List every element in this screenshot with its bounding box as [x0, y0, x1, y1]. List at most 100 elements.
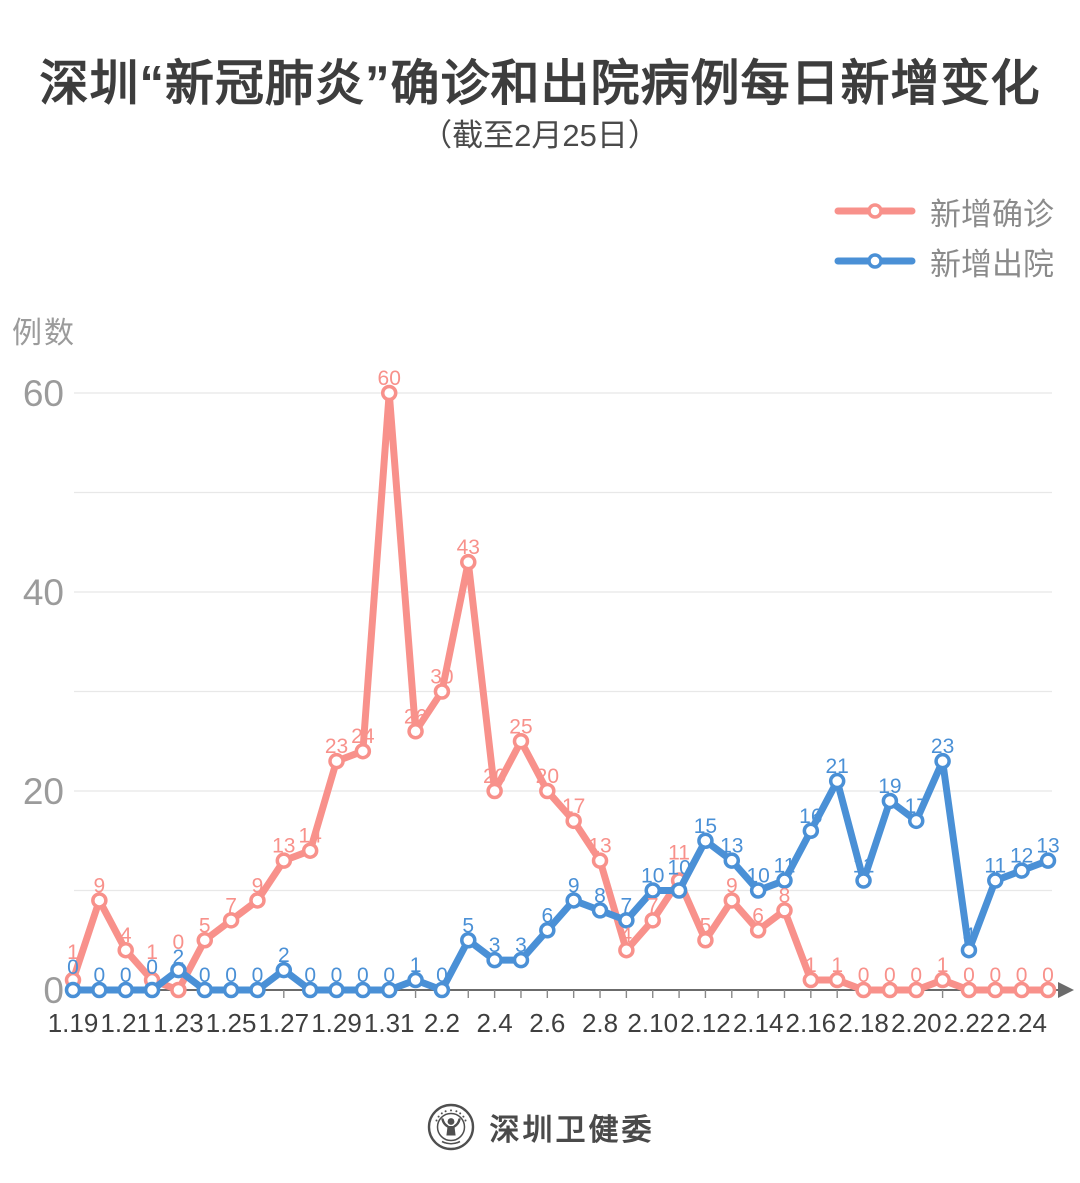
svg-text:9: 9 [568, 874, 580, 897]
svg-text:23: 23 [325, 735, 348, 758]
svg-text:40: 40 [23, 572, 64, 613]
svg-text:0: 0 [94, 964, 106, 987]
svg-text:1.27: 1.27 [259, 1008, 310, 1038]
svg-text:2.12: 2.12 [680, 1008, 731, 1038]
svg-text:11: 11 [668, 842, 690, 865]
svg-text:9: 9 [94, 874, 106, 897]
svg-text:21: 21 [826, 755, 849, 778]
svg-text:26: 26 [404, 705, 427, 728]
svg-text:0: 0 [884, 964, 896, 987]
svg-text:24: 24 [351, 725, 375, 748]
svg-text:1.21: 1.21 [100, 1008, 151, 1038]
svg-text:0: 0 [436, 964, 448, 987]
x-axis-tick-labels: 1.19 1.21 1.23 1.25 1.27 1.29 1.31 2.2 2.4 2.6 2.8… [48, 1008, 1047, 1038]
svg-text:5: 5 [700, 914, 712, 937]
svg-text:3: 3 [489, 934, 501, 957]
svg-text:2.14: 2.14 [733, 1008, 784, 1038]
svg-text:7: 7 [225, 894, 237, 917]
svg-text:13: 13 [720, 835, 743, 858]
svg-text:0: 0 [225, 964, 237, 987]
svg-text:11: 11 [853, 855, 875, 878]
svg-text:0: 0 [199, 964, 211, 987]
svg-text:9: 9 [726, 874, 738, 897]
svg-text:13: 13 [1036, 835, 1059, 858]
x-axis-arrow-icon [1058, 982, 1074, 998]
svg-text:13: 13 [588, 835, 611, 858]
svg-text:2.22: 2.22 [944, 1008, 995, 1038]
svg-text:17: 17 [905, 795, 928, 818]
svg-text:23: 23 [931, 735, 954, 758]
legend-label-discharged: 新增出院 [930, 246, 1054, 282]
y-axis-title: 例数 [12, 317, 76, 350]
svg-text:12: 12 [1010, 845, 1033, 868]
svg-text:20: 20 [483, 765, 506, 788]
source-name: 深圳卫健委 [489, 1114, 655, 1147]
svg-text:6: 6 [752, 904, 764, 927]
chart-subtitle: （截至2月25日） [421, 118, 659, 153]
legend-item-confirmed: 新增确诊 [834, 192, 1054, 232]
svg-text:1: 1 [410, 954, 422, 977]
svg-text:2.10: 2.10 [627, 1008, 678, 1038]
gridlines [74, 392, 1052, 892]
svg-text:0: 0 [173, 931, 185, 954]
svg-text:2.6: 2.6 [529, 1008, 565, 1038]
svg-text:15: 15 [694, 815, 717, 838]
svg-text:1: 1 [67, 941, 79, 964]
series-discharged-markers [64, 752, 1057, 999]
svg-text:3: 3 [515, 934, 527, 957]
svg-text:2: 2 [173, 946, 185, 969]
svg-text:0: 0 [989, 964, 1001, 987]
svg-text:0: 0 [1042, 964, 1054, 987]
legend: 新增确诊 新增出院 [834, 192, 1054, 282]
series-discharged-line [69, 757, 1052, 994]
svg-text:1: 1 [146, 941, 158, 964]
svg-text:43: 43 [457, 536, 480, 559]
svg-text:60: 60 [378, 367, 401, 390]
svg-text:14: 14 [298, 825, 322, 848]
svg-text:11: 11 [774, 855, 796, 878]
svg-text:4: 4 [120, 924, 132, 947]
svg-text:4: 4 [621, 924, 633, 947]
logo-text-ring [435, 1109, 466, 1122]
svg-text:60: 60 [23, 373, 64, 414]
svg-text:1.19: 1.19 [48, 1008, 99, 1038]
svg-text:20: 20 [23, 771, 64, 812]
svg-text:10: 10 [667, 857, 690, 880]
svg-text:5: 5 [199, 914, 211, 937]
svg-text:0: 0 [357, 964, 369, 987]
svg-text:7: 7 [647, 894, 659, 917]
svg-text:17: 17 [562, 795, 585, 818]
svg-text:1.31: 1.31 [364, 1008, 415, 1038]
svg-text:0: 0 [120, 964, 132, 987]
svg-text:0: 0 [1016, 964, 1028, 987]
svg-text:0: 0 [252, 964, 264, 987]
svg-text:9: 9 [252, 874, 264, 897]
svg-text:1.29: 1.29 [311, 1008, 362, 1038]
svg-text:20: 20 [536, 765, 559, 788]
svg-text:2.18: 2.18 [838, 1008, 889, 1038]
chart-title: 深圳“新冠肺炎”确诊和出院病例每日新增变化 [39, 57, 1041, 111]
svg-text:11: 11 [984, 855, 1006, 878]
svg-text:2.8: 2.8 [582, 1008, 618, 1038]
svg-text:1: 1 [831, 954, 843, 977]
svg-text:25: 25 [509, 715, 532, 738]
svg-text:6: 6 [541, 904, 553, 927]
svg-text:5: 5 [462, 914, 474, 937]
svg-text:8: 8 [779, 884, 791, 907]
source-footer: 深圳卫健委 [0, 1102, 1080, 1152]
svg-text:2.4: 2.4 [477, 1008, 513, 1038]
svg-text:2.16: 2.16 [786, 1008, 837, 1038]
svg-text:0: 0 [383, 964, 395, 987]
svg-text:2.24: 2.24 [996, 1008, 1047, 1038]
svg-text:0: 0 [331, 964, 343, 987]
svg-text:2: 2 [278, 944, 290, 967]
svg-text:13: 13 [272, 835, 295, 858]
legend-item-discharged: 新增出院 [834, 242, 1054, 282]
svg-text:2.20: 2.20 [891, 1008, 942, 1038]
svg-text:16: 16 [799, 805, 822, 828]
svg-text:2.2: 2.2 [424, 1008, 460, 1038]
